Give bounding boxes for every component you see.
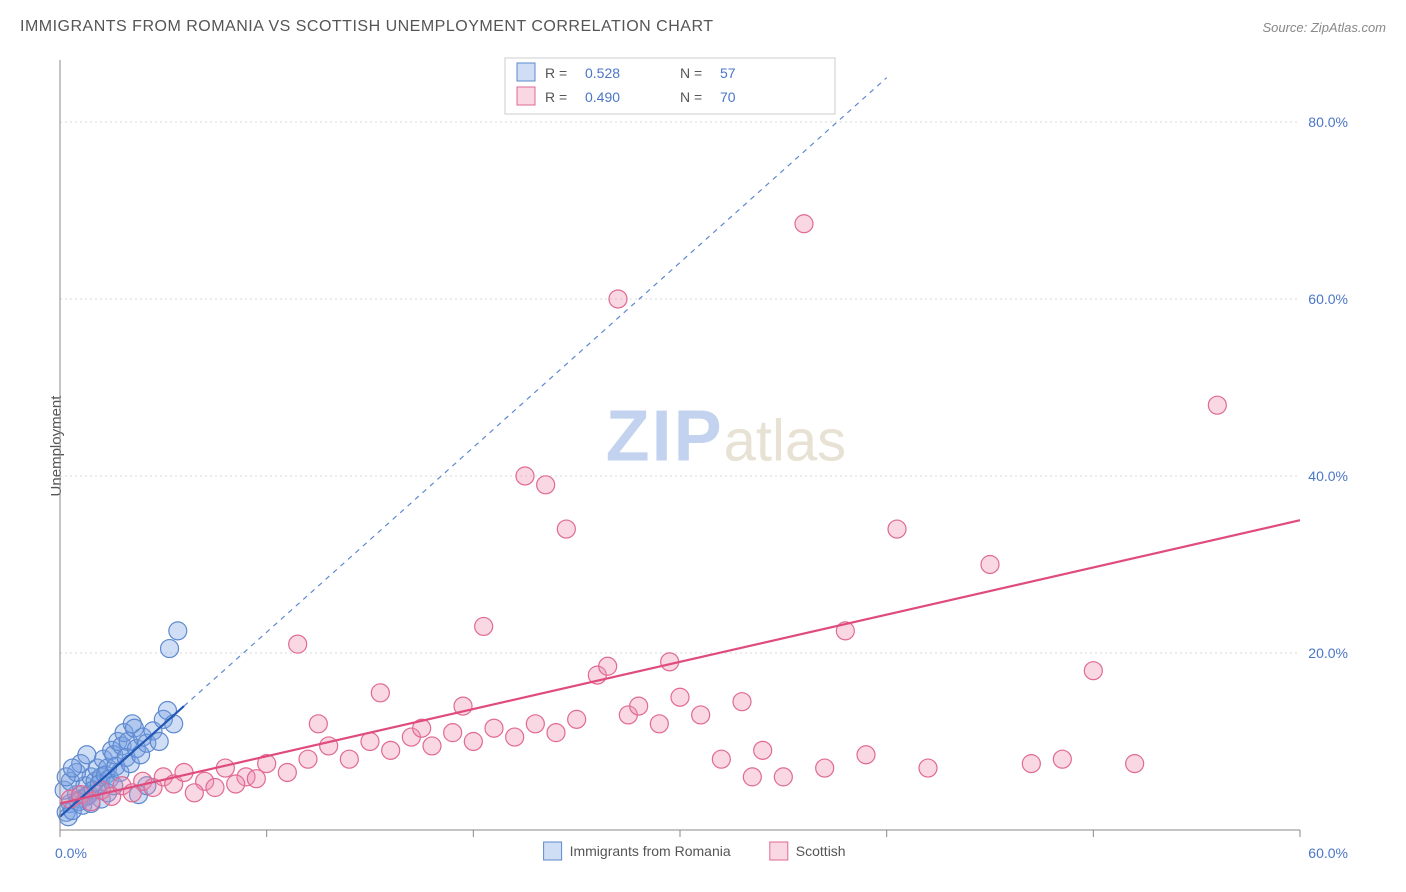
data-point bbox=[1022, 755, 1040, 773]
legend-swatch bbox=[770, 842, 788, 860]
data-point bbox=[78, 746, 96, 764]
data-point bbox=[227, 775, 245, 793]
data-point bbox=[733, 693, 751, 711]
data-point bbox=[919, 759, 937, 777]
data-point bbox=[754, 741, 772, 759]
data-point bbox=[537, 476, 555, 494]
data-point bbox=[692, 706, 710, 724]
title-bar: IMMIGRANTS FROM ROMANIA VS SCOTTISH UNEM… bbox=[20, 18, 1386, 36]
data-point bbox=[169, 622, 187, 640]
legend-n-label: N = bbox=[680, 89, 702, 105]
legend-n-value: 57 bbox=[720, 65, 736, 81]
data-point bbox=[309, 715, 327, 733]
data-point bbox=[175, 763, 193, 781]
legend-r-value: 0.490 bbox=[585, 89, 620, 105]
data-point bbox=[516, 467, 534, 485]
data-point bbox=[650, 715, 668, 733]
data-point bbox=[888, 520, 906, 538]
data-point bbox=[247, 770, 265, 788]
data-point bbox=[630, 697, 648, 715]
scatter-chart: 20.0% 40.0% 60.0% 80.0% ZIPatlas 0.0% 60.0% R =… bbox=[50, 50, 1370, 870]
legend-r-label: R = bbox=[545, 65, 567, 81]
x-tick-label: 0.0% bbox=[55, 845, 87, 861]
data-point bbox=[547, 724, 565, 742]
data-point bbox=[299, 750, 317, 768]
plot-area: 20.0%40.0%60.0%80.0%ZIPatlas0.0%60.0%R =… bbox=[50, 50, 1376, 852]
data-point bbox=[816, 759, 834, 777]
data-point bbox=[506, 728, 524, 746]
y-tick-label: 20.0% bbox=[1308, 645, 1348, 661]
data-point bbox=[557, 520, 575, 538]
data-point bbox=[423, 737, 441, 755]
data-point bbox=[63, 759, 81, 777]
legend-r-value: 0.528 bbox=[585, 65, 620, 81]
y-tick-label: 40.0% bbox=[1308, 468, 1348, 484]
data-point bbox=[278, 763, 296, 781]
data-point bbox=[609, 290, 627, 308]
data-point bbox=[444, 724, 462, 742]
chart-title: IMMIGRANTS FROM ROMANIA VS SCOTTISH UNEM… bbox=[20, 18, 714, 36]
data-point bbox=[526, 715, 544, 733]
data-point bbox=[475, 617, 493, 635]
legend-swatch bbox=[517, 87, 535, 105]
data-point bbox=[340, 750, 358, 768]
data-point bbox=[165, 715, 183, 733]
data-point bbox=[599, 657, 617, 675]
legend-swatch bbox=[544, 842, 562, 860]
data-point bbox=[206, 779, 224, 797]
legend-series-label: Immigrants from Romania bbox=[570, 843, 731, 859]
data-point bbox=[161, 640, 179, 658]
data-point bbox=[981, 555, 999, 573]
data-point bbox=[485, 719, 503, 737]
trend-line bbox=[60, 520, 1300, 803]
source-label: Source: ZipAtlas.com bbox=[1262, 20, 1386, 35]
legend-series-label: Scottish bbox=[796, 843, 846, 859]
data-point bbox=[774, 768, 792, 786]
data-point bbox=[371, 684, 389, 702]
legend-n-label: N = bbox=[680, 65, 702, 81]
data-point bbox=[1208, 396, 1226, 414]
data-point bbox=[671, 688, 689, 706]
data-point bbox=[185, 784, 203, 802]
data-point bbox=[289, 635, 307, 653]
legend-n-value: 70 bbox=[720, 89, 736, 105]
data-point bbox=[1084, 662, 1102, 680]
x-tick-label: 60.0% bbox=[1308, 845, 1348, 861]
y-tick-label: 80.0% bbox=[1308, 114, 1348, 130]
data-point bbox=[382, 741, 400, 759]
watermark: ZIPatlas bbox=[606, 396, 847, 476]
data-point bbox=[568, 710, 586, 728]
y-tick-label: 60.0% bbox=[1308, 291, 1348, 307]
trend-line-extrapolated bbox=[184, 78, 887, 706]
data-point bbox=[1053, 750, 1071, 768]
data-point bbox=[712, 750, 730, 768]
data-point bbox=[464, 732, 482, 750]
data-point bbox=[795, 215, 813, 233]
data-point bbox=[1126, 755, 1144, 773]
legend-r-label: R = bbox=[545, 89, 567, 105]
legend-swatch bbox=[517, 63, 535, 81]
data-point bbox=[857, 746, 875, 764]
data-point bbox=[743, 768, 761, 786]
